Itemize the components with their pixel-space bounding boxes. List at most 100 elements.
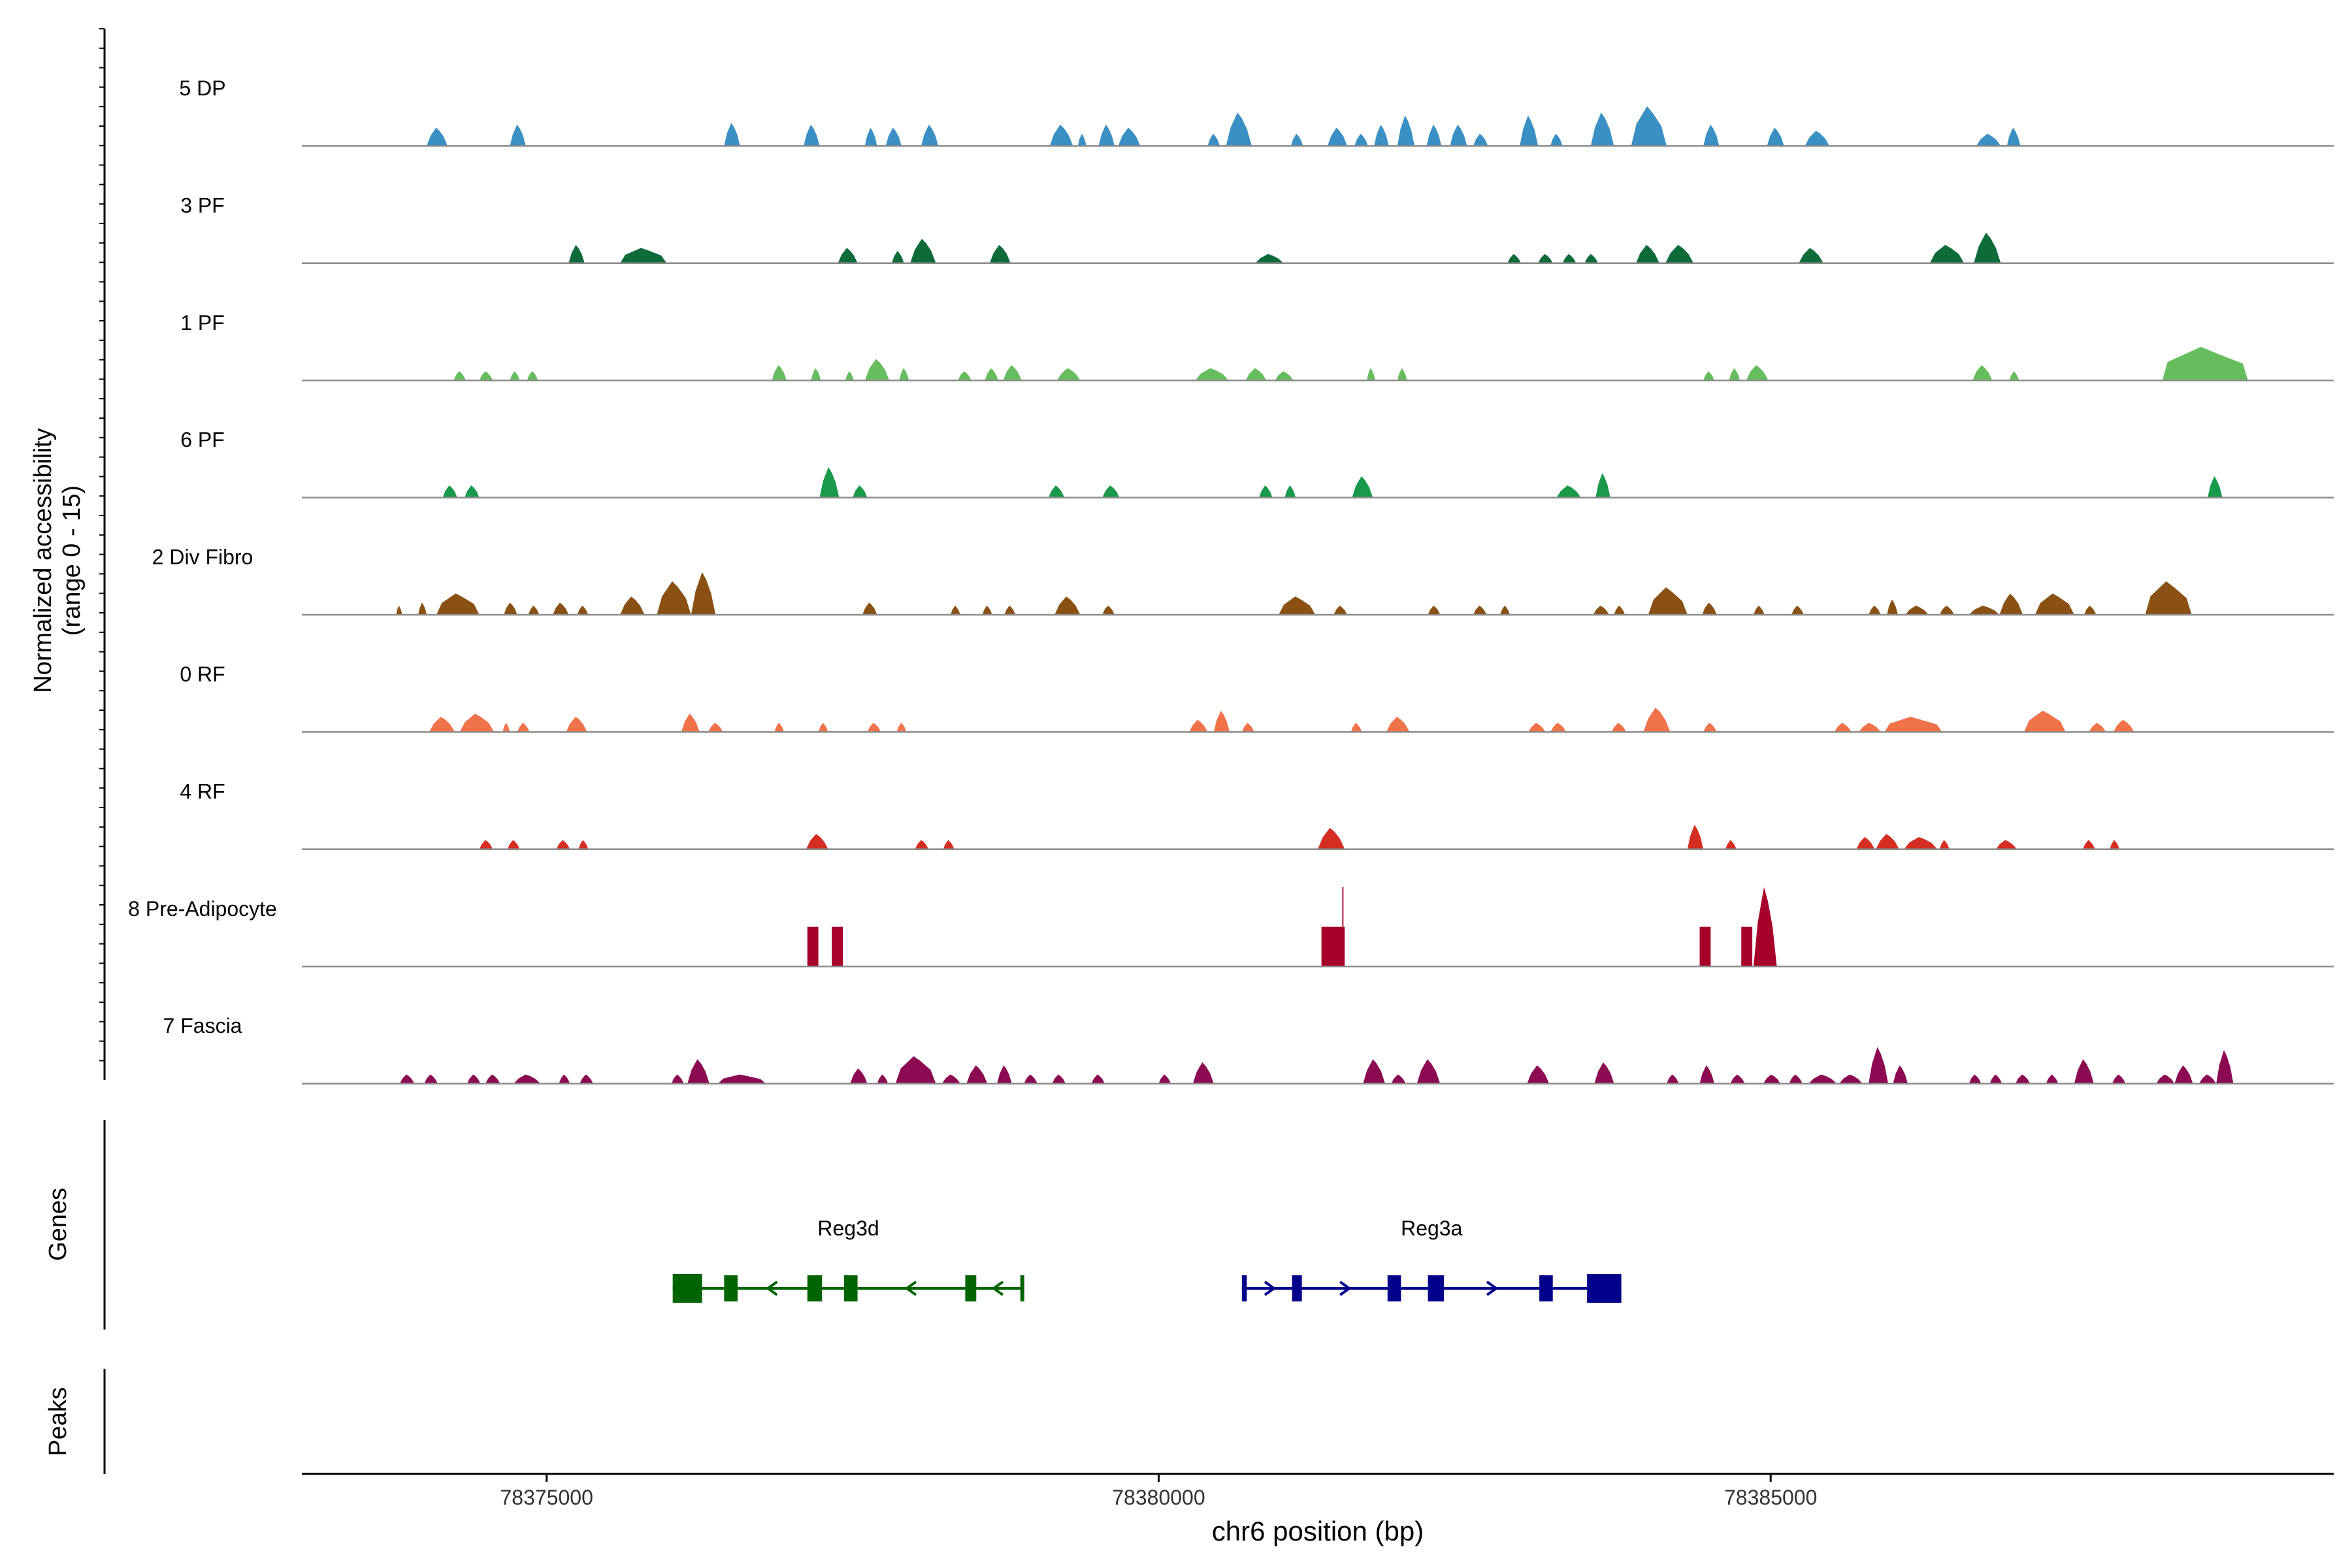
coverage-peak <box>442 485 457 498</box>
coverage-peak <box>807 926 819 967</box>
coverage-peak <box>1974 233 2001 263</box>
coverage-peak <box>1904 837 1937 849</box>
coverage-peak <box>1048 485 1065 498</box>
track-label: 4 RF <box>180 779 225 803</box>
coverage-peak <box>1741 926 1753 967</box>
coverage-peak <box>1500 606 1511 615</box>
coverage-peak <box>502 723 510 732</box>
coverage-peak <box>1876 834 1899 849</box>
coverage-peak <box>1374 124 1389 146</box>
coverage-peak <box>941 1074 960 1084</box>
coverage-peak <box>1352 476 1373 498</box>
coverage-peak <box>1643 708 1671 732</box>
coverage-peak <box>806 834 828 849</box>
coverage-peak <box>804 124 820 146</box>
coverage-peak <box>1767 127 1784 146</box>
gene-exon <box>1539 1275 1553 1301</box>
coverage-peak <box>1098 124 1115 146</box>
coverage-peak <box>510 371 520 381</box>
coverage-peak <box>958 371 972 381</box>
coverage-peak <box>1834 723 1852 732</box>
coverage-peak <box>1321 926 1345 967</box>
coverage-peak <box>1611 723 1627 732</box>
coverage-peak <box>1102 485 1120 498</box>
coverage-peak <box>399 1074 415 1084</box>
coverage-peak <box>396 606 402 615</box>
gene-label: Reg3d <box>817 1217 879 1240</box>
gene-exon <box>724 1275 738 1301</box>
coverage-peak <box>1725 840 1737 849</box>
coverage-peak <box>1808 1074 1837 1084</box>
coverage-peak <box>853 485 868 498</box>
coverage-peak <box>1968 1074 1982 1084</box>
coverage-peak <box>2006 127 2021 146</box>
coverage-peak <box>2216 1050 2234 1084</box>
coverage-peak <box>578 840 589 849</box>
coverage-peak <box>1665 244 1694 263</box>
gene-exon <box>1292 1275 1302 1301</box>
coverage-peak <box>566 717 587 732</box>
coverage-peak <box>896 723 907 732</box>
coverage-peak <box>1976 133 2001 146</box>
coverage-peak <box>1753 606 1765 615</box>
coverage-peak <box>915 840 929 849</box>
coverage-peak <box>1703 723 1717 732</box>
coverage-peak <box>1054 596 1081 615</box>
coverage-peak <box>774 723 785 732</box>
coverage-peak <box>507 840 520 849</box>
coverage-peak <box>1213 710 1230 732</box>
strand-arrow-icon <box>904 1281 917 1296</box>
coverage-peak <box>1666 1074 1679 1084</box>
coverage-peak <box>2046 1074 2059 1084</box>
coverage-peak <box>1789 1074 1803 1084</box>
coverage-peak <box>1631 106 1667 146</box>
coverage-peak <box>982 606 992 615</box>
coverage-peak <box>527 371 538 381</box>
coverage-peak <box>1746 365 1769 381</box>
coverage-peak <box>1763 1074 1781 1084</box>
coverage-peak <box>1699 1065 1715 1084</box>
coverage-peak <box>1275 371 1294 381</box>
gene-exon <box>807 1275 823 1301</box>
strand-arrow-icon <box>991 1281 1004 1296</box>
coverage-peak <box>466 1074 481 1084</box>
coverage-peak <box>1255 253 1284 263</box>
coverage-peak <box>427 127 448 146</box>
coverage-peak <box>1102 606 1115 615</box>
coverage-peak <box>1687 825 1704 849</box>
coverage-peak <box>436 593 480 615</box>
track-label: 7 Fascia <box>163 1014 242 1037</box>
coverage-peak <box>1207 133 1220 146</box>
coverage-peak <box>921 124 939 146</box>
coverage-peak <box>1968 606 2000 615</box>
gene-exon <box>843 1275 858 1301</box>
coverage-peak <box>1245 368 1267 381</box>
track-label: 3 PF <box>180 193 225 217</box>
coverage-peak <box>553 602 569 615</box>
coverage-peak <box>1333 606 1347 615</box>
coverage-peak <box>819 466 840 498</box>
coverage-peak <box>681 713 700 732</box>
coverage-peak <box>1636 244 1659 263</box>
strand-arrow-icon <box>765 1281 778 1296</box>
track-5-dp: 5 DP <box>179 76 2334 147</box>
coverage-peak <box>724 122 740 146</box>
coverage-peak <box>885 127 902 146</box>
coverage-peak <box>2198 1074 2217 1084</box>
coverage-peak <box>1192 1062 1214 1084</box>
track-label: 6 PF <box>180 428 225 451</box>
coverage-peak <box>2074 1059 2094 1084</box>
x-axis-label: chr6 position (bp) <box>1212 1516 1424 1546</box>
peaks-panel-label: Peaks <box>44 1387 72 1456</box>
coverage-peak <box>479 371 493 381</box>
track-1-pf: 1 PF <box>180 311 2334 382</box>
coverage-peak <box>1391 1074 1406 1084</box>
coverage-peak <box>1426 124 1442 146</box>
strand-arrow-icon <box>1486 1281 1499 1296</box>
coverage-peak <box>1972 365 1993 381</box>
track-4-rf: 4 RF <box>180 779 2334 851</box>
coverage-peak <box>514 1074 541 1084</box>
coverage-peak <box>1189 719 1208 732</box>
track-0-rf: 0 RF <box>180 662 2334 733</box>
coverage-peak <box>1056 368 1081 381</box>
